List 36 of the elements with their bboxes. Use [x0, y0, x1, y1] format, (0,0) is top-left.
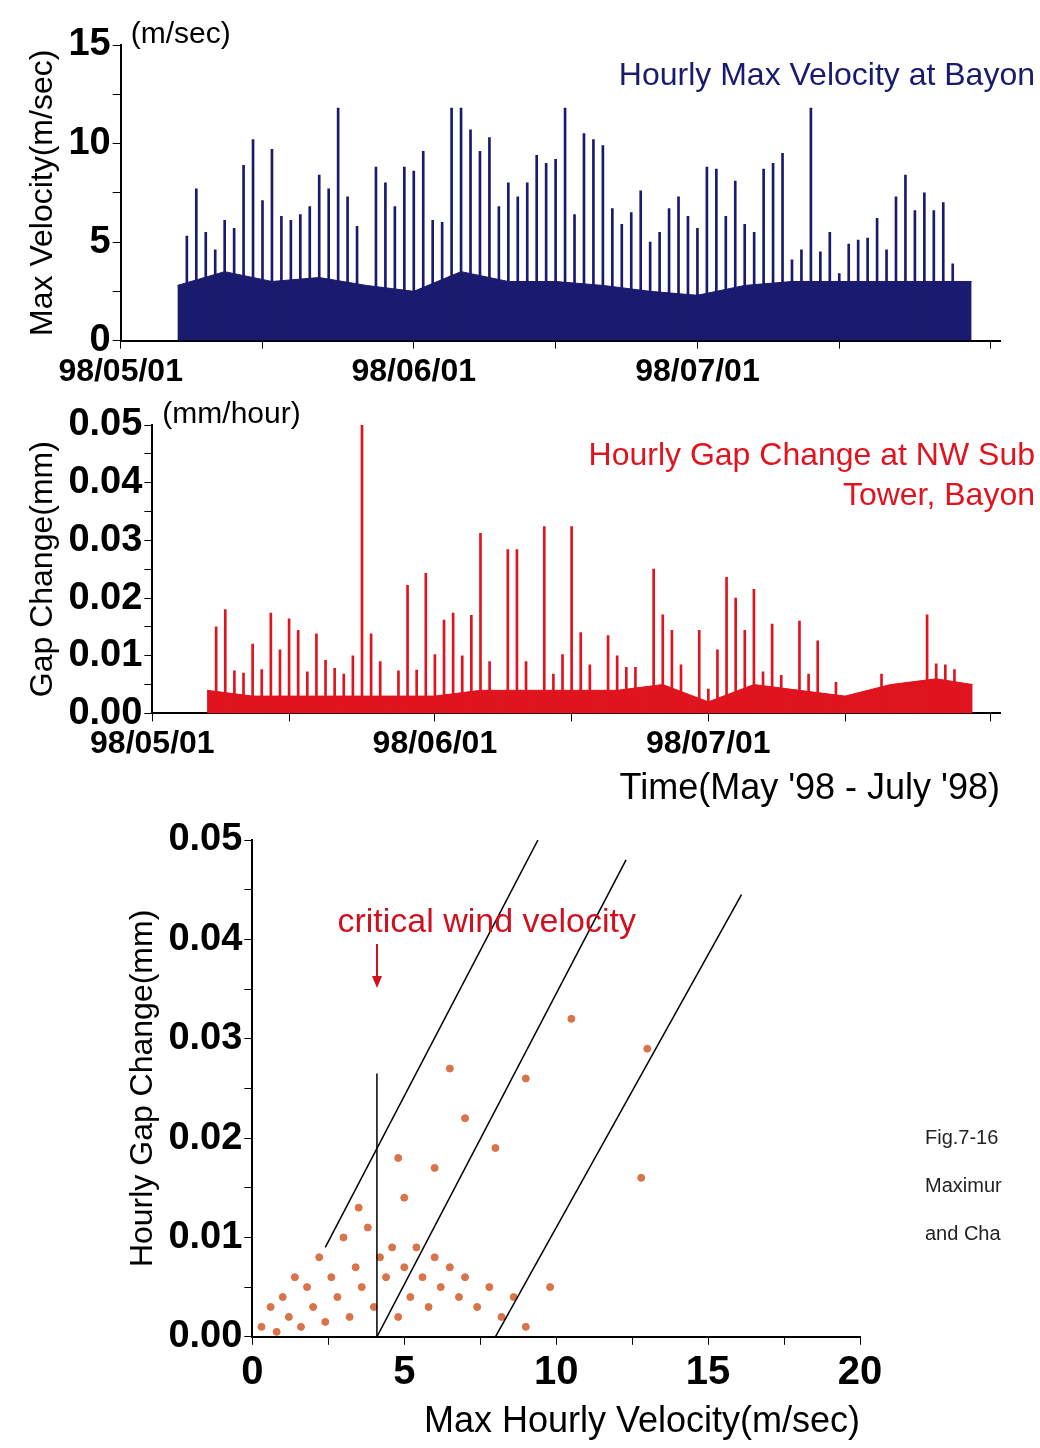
- y-tick-label: 15: [68, 21, 111, 64]
- y-tick-label: 0.05: [168, 816, 243, 859]
- x-tick-label: 5: [393, 1347, 416, 1392]
- y-tick-label: 0.00: [168, 1313, 243, 1356]
- y-tick-label: 0.02: [168, 1114, 243, 1157]
- caption: Fig.7-16: [925, 1125, 999, 1148]
- x-tick-label: 98/07/01: [635, 351, 760, 388]
- text: and Cha: [925, 1221, 1002, 1244]
- y-tick-label: 0.01: [168, 1213, 243, 1256]
- y-axis-title: Gap Change(mm): [23, 441, 60, 698]
- annotation: (m/sec): [130, 16, 231, 50]
- annotation: (mm/hour): [162, 396, 301, 430]
- x-tick-label: 15: [685, 1347, 731, 1392]
- x-tick-label: 98/07/01: [646, 724, 771, 761]
- y-tick-label: 0.05: [68, 401, 143, 444]
- x-tick-label: 98/05/01: [58, 351, 183, 388]
- y-tick-label: 0.01: [68, 632, 143, 675]
- x-tick-label: 98/05/01: [90, 724, 215, 761]
- text: Hourly Gap Change at NW Sub Tower, Bayon: [588, 435, 1035, 512]
- y-tick-label: 0.04: [168, 915, 243, 958]
- x-axis-title: Max Hourly Velocity(m/sec): [423, 1399, 860, 1441]
- y-axis-title: Max Velocity(m/sec): [23, 49, 60, 336]
- x-tick-label: 10: [533, 1347, 579, 1392]
- y-tick-label: 0.03: [168, 1015, 243, 1058]
- y-tick-label: 0.03: [68, 516, 143, 559]
- y-tick-label: 5: [89, 218, 111, 261]
- y-tick-label: 0.04: [68, 459, 143, 502]
- x-tick-label: 20: [837, 1347, 883, 1392]
- text: Maximur: [925, 1173, 1003, 1196]
- x-axis-title: Time(May '98 - July '98): [619, 766, 1000, 808]
- y-tick-label: 10: [68, 120, 111, 163]
- y-tick-label: 0.02: [68, 574, 143, 617]
- y-axis-title: Hourly Gap Change(mm): [123, 909, 160, 1268]
- x-tick-label: 98/06/01: [351, 351, 477, 388]
- x-tick-label: 98/06/01: [372, 724, 498, 761]
- chart-title: Hourly Max Velocity at Bayon: [618, 55, 1035, 92]
